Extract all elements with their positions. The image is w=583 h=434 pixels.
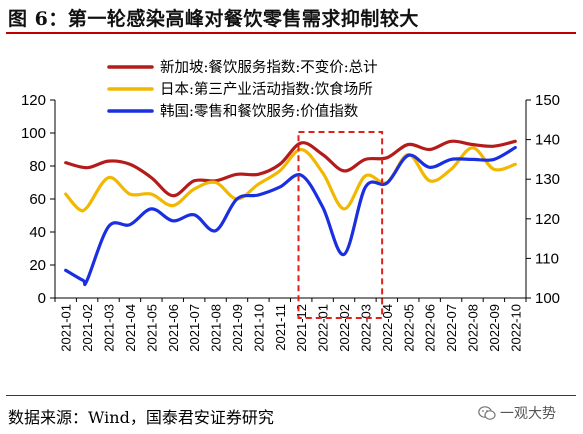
x-tick-label: 2021-10 bbox=[251, 304, 266, 352]
x-tick-label: 2022-03 bbox=[358, 304, 373, 352]
source-rule bbox=[6, 395, 576, 396]
x-tick-label: 2022-07 bbox=[444, 304, 459, 352]
y-right-tick-label: 110 bbox=[535, 250, 559, 267]
y-left-tick-label: 20 bbox=[29, 257, 46, 274]
highlight-box-group bbox=[297, 131, 384, 319]
title-bar: 图 6：第一轮感染高峰对餐饮零售需求抑制较大 bbox=[0, 0, 583, 34]
watermark-text: 一观大势 bbox=[500, 406, 556, 422]
y-left-tick-label: 0 bbox=[38, 290, 46, 307]
x-tick-label: 2021-09 bbox=[230, 304, 245, 352]
y-left-tick-label: 120 bbox=[21, 92, 46, 109]
title-rule bbox=[6, 32, 576, 34]
x-tick-label: 2022-01 bbox=[316, 304, 331, 352]
series-line-3 bbox=[64, 145, 517, 287]
figure-title: 图 6：第一轮感染高峰对餐饮零售需求抑制较大 bbox=[8, 8, 419, 30]
x-tick-label: 2021-05 bbox=[144, 304, 159, 352]
series-line-2 bbox=[64, 146, 517, 213]
x-tick-label: 2021-01 bbox=[59, 304, 74, 352]
y-left-tick-label: 60 bbox=[29, 191, 46, 208]
x-tick-label: 2021-04 bbox=[123, 304, 138, 352]
legend-label-2: 日本:第三产业活动指数:饮食场所 bbox=[160, 80, 373, 98]
chart-axes: 0 20 40 60 80 100 120 100 110 120 130 140 150 2021-01… bbox=[21, 92, 560, 352]
highlight-box bbox=[297, 131, 384, 319]
y-right-tick-label: 100 bbox=[535, 290, 560, 307]
x-tick-label: 2022-08 bbox=[465, 304, 480, 352]
x-tick-label: 2022-06 bbox=[423, 304, 438, 352]
y-right-tick-label: 120 bbox=[535, 211, 560, 228]
x-tick-label: 2021-02 bbox=[80, 304, 95, 352]
x-tick-label: 2022-04 bbox=[380, 304, 395, 352]
chart-series-lines bbox=[64, 139, 517, 287]
y-left-tick-label: 100 bbox=[21, 125, 46, 142]
y-right-tick-label: 140 bbox=[535, 132, 560, 149]
x-tick-label: 2021-11 bbox=[273, 304, 288, 351]
y-right-tick-label: 150 bbox=[535, 92, 560, 109]
x-tick-label: 2022-05 bbox=[401, 304, 416, 352]
y-left-tick-label: 40 bbox=[29, 224, 46, 241]
source-note: 数据来源：Wind，国泰君安证券研究 bbox=[8, 408, 274, 427]
legend-label-1: 新加坡:餐饮服务指数:不变价:总计 bbox=[160, 59, 378, 76]
x-tick-label: 2021-06 bbox=[166, 304, 181, 352]
watermark: 一观大势 bbox=[478, 403, 556, 423]
y-right-tick-label: 130 bbox=[535, 171, 560, 188]
line-chart: 0 20 40 60 80 100 120 100 110 120 130 140 150 2021-01… bbox=[21, 59, 560, 352]
wechat-icon bbox=[478, 406, 496, 420]
x-tick-label: 2021-07 bbox=[187, 304, 202, 352]
chart-legend: 新加坡:餐饮服务指数:不变价:总计日本:第三产业活动指数:饮食场所韩国:零售和餐… bbox=[107, 59, 378, 120]
y-left-tick-label: 80 bbox=[29, 158, 46, 175]
x-tick-label: 2022-10 bbox=[508, 304, 523, 352]
series-line-1 bbox=[64, 139, 517, 198]
legend-label-3: 韩国:零售和餐饮服务:价值指数 bbox=[160, 103, 359, 120]
x-tick-label: 2022-09 bbox=[487, 304, 502, 352]
x-tick-label: 2021-03 bbox=[102, 304, 117, 352]
x-tick-label: 2022-02 bbox=[337, 304, 352, 352]
x-tick-label: 2021-08 bbox=[209, 304, 224, 352]
x-tick-label: 2021-12 bbox=[294, 304, 309, 352]
